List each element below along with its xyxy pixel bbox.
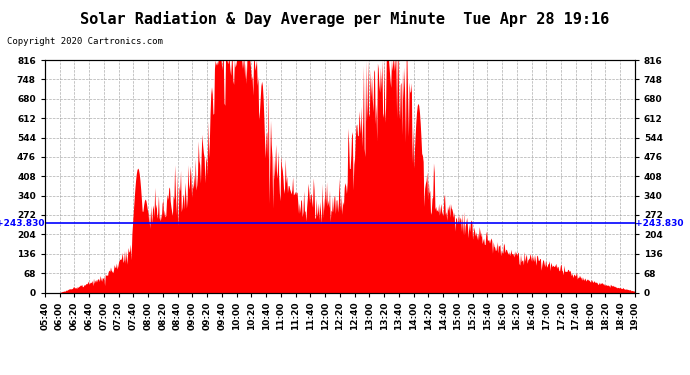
Text: Median  (w/m2): Median (w/m2) bbox=[482, 42, 553, 51]
Text: +243.830: +243.830 bbox=[635, 219, 684, 228]
Text: Radiation  (w/m2): Radiation (w/m2) bbox=[577, 42, 662, 51]
Text: +243.830: +243.830 bbox=[0, 219, 44, 228]
Text: Solar Radiation & Day Average per Minute  Tue Apr 28 19:16: Solar Radiation & Day Average per Minute… bbox=[80, 11, 610, 27]
Text: Copyright 2020 Cartronics.com: Copyright 2020 Cartronics.com bbox=[7, 38, 163, 46]
